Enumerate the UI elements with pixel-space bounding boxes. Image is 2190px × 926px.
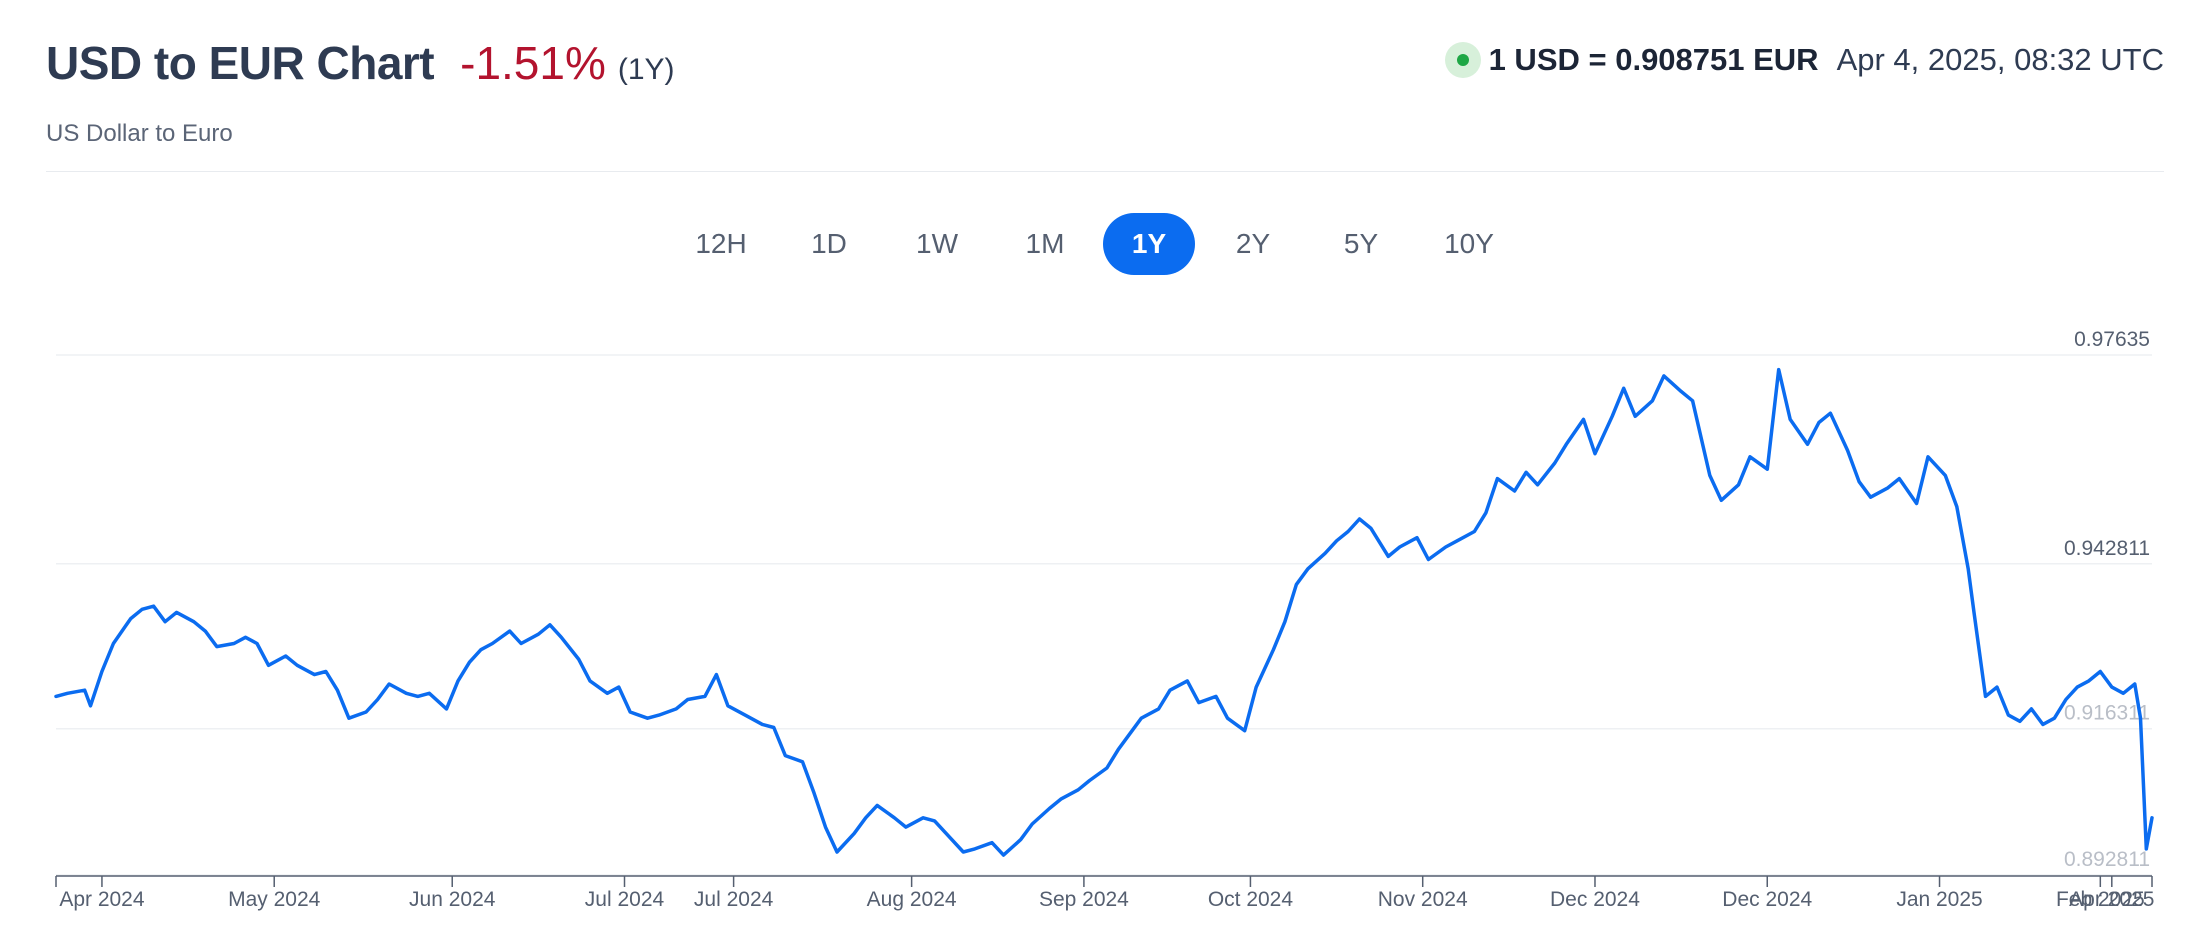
y-tick-label: 0.916311 (2064, 702, 2150, 725)
x-tick-label: Apr 2025 (2069, 888, 2154, 911)
y-tick-label: 0.892811 (2064, 848, 2150, 871)
page-subtitle: US Dollar to Euro (46, 120, 233, 147)
x-tick-label: Jul 2024 (694, 888, 774, 911)
x-tick-label: Feb 2025 (2056, 888, 2145, 911)
x-tick-label: Nov 2024 (1378, 888, 1468, 911)
x-tick-label: Sep 2024 (1039, 888, 1129, 911)
x-tick-label: Jun 2024 (409, 888, 496, 911)
rate-line (54, 367, 2154, 857)
chart-header: USD to EUR Chart -1.51% (1Y) US Dollar t… (46, 36, 2164, 166)
x-tick-label: Dec 2024 (1550, 888, 1640, 911)
header-divider (46, 171, 2164, 172)
y-tick-label: 0.97635 (2074, 328, 2150, 351)
tab-10y[interactable]: 10Y (1444, 228, 1494, 259)
current-rate-box: 1 USD = 0.908751 EUR Apr 4, 2025, 08:32 … (1444, 42, 2164, 78)
x-tick-label: Jan 2025 (1896, 888, 1982, 911)
x-tick-label: Apr 2024 (59, 888, 145, 911)
x-tick-label: Jul 2024 (585, 888, 665, 911)
tab-12h[interactable]: 12H (695, 228, 747, 259)
y-axis-labels: 0.97635 0.942811 0.916311 0.892811 (2064, 328, 2150, 871)
x-axis: Apr 2024 May 2024 Jun 2024 Jul 2024 Jul 2024… (55, 875, 2154, 911)
chart-grid (56, 354, 2152, 876)
tab-1w[interactable]: 1W (916, 228, 958, 259)
tab-1y[interactable]: 1Y (1103, 213, 1195, 275)
y-tick-label: 0.942811 (2064, 537, 2150, 560)
exchange-rate-chart: 0.97635 0.942811 0.916311 0.892811 Apr 2024… (54, 328, 2154, 911)
period-tag: (1Y) (617, 53, 675, 86)
change-percent: -1.51% (460, 37, 606, 89)
rate-timestamp: Apr 4, 2025, 08:32 UTC (1836, 42, 2164, 77)
page-title: USD to EUR Chart (46, 37, 435, 89)
x-tick-label: Oct 2024 (1208, 888, 1294, 911)
tab-1d[interactable]: 1D (811, 228, 847, 259)
x-tick-label: Dec 2024 (1722, 888, 1812, 911)
live-status-icon (1444, 42, 1481, 78)
period-tabs: 12H 1D 1W 1M 1Y 2Y 5Y 10Y (0, 213, 2190, 275)
x-tick-label: Aug 2024 (867, 888, 957, 911)
title-row: USD to EUR Chart -1.51% (1Y) (46, 36, 675, 90)
x-tick-label: May 2024 (228, 888, 321, 911)
tab-1m[interactable]: 1M (1025, 228, 1065, 259)
current-rate: 1 USD = 0.908751 EUR (1488, 42, 1819, 77)
tab-5y[interactable]: 5Y (1343, 228, 1379, 259)
tab-2y[interactable]: 2Y (1235, 228, 1271, 259)
